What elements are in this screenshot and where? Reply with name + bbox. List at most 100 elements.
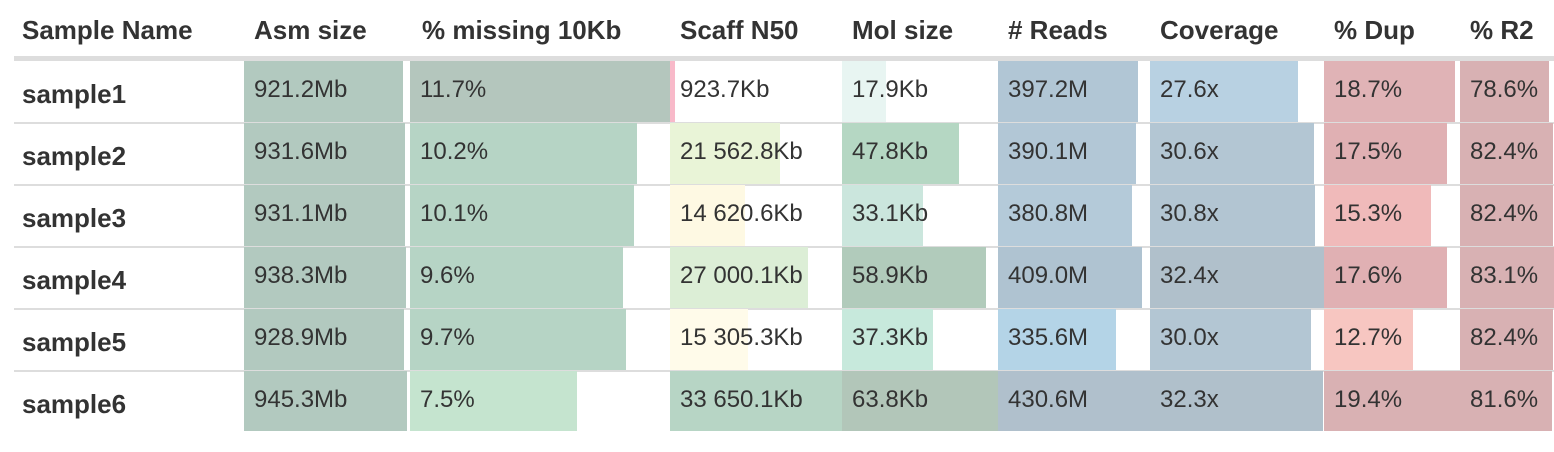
bar-r2: [1460, 123, 1553, 185]
bar-mol: [842, 185, 923, 247]
cell-r2: 83.1%: [1470, 262, 1539, 289]
bar-missing: [410, 61, 670, 123]
bar-missing: [410, 371, 577, 431]
cell-n50: 14 620.6Kb: [680, 200, 803, 227]
bar-r2: [1460, 61, 1549, 123]
cell-asm: 938.3Mb: [254, 262, 348, 289]
cell-dup: 18.7%: [1334, 76, 1403, 103]
header-sample-name[interactable]: Sample Name: [22, 15, 193, 45]
bar-dup: [1324, 371, 1460, 431]
cell-cov: 30.6x: [1160, 138, 1219, 165]
cell-dup: 19.4%: [1334, 386, 1403, 413]
header-r2[interactable]: % R2: [1470, 15, 1534, 45]
cell-n50: 33 650.1Kb: [680, 386, 803, 413]
cell-dup: 17.6%: [1334, 262, 1403, 289]
bar-r2: [1460, 185, 1553, 247]
bar-reads: [998, 185, 1132, 247]
bar-missing: [410, 247, 623, 309]
bar-asm: [244, 309, 404, 371]
cell-asm: 945.3Mb: [254, 386, 348, 413]
bar-asm: [244, 247, 406, 309]
row-divider: [14, 184, 1554, 186]
cell-reads: 380.8M: [1008, 200, 1089, 227]
cell-cov: 32.3x: [1160, 386, 1219, 413]
row-sample-name: sample1: [22, 79, 127, 109]
cell-missing: 10.1%: [420, 200, 489, 227]
bar-n50: [670, 309, 748, 371]
cell-dup: 12.7%: [1334, 324, 1403, 351]
bar-cov: [1150, 371, 1323, 431]
header-asm[interactable]: Asm size: [254, 15, 367, 45]
bar-missing: [410, 185, 634, 247]
bar-mol: [842, 309, 933, 371]
bar-dup: [1324, 61, 1455, 123]
row-sample-name: sample2: [22, 141, 127, 171]
header-reads[interactable]: # Reads: [1008, 15, 1108, 45]
header-mol[interactable]: Mol size: [852, 15, 954, 45]
bar-mol: [842, 371, 998, 431]
row-divider: [14, 122, 1554, 124]
bar-reads: [998, 309, 1116, 371]
bar-cov: [1150, 185, 1315, 247]
cell-reads: 409.0M: [1008, 262, 1089, 289]
cell-cov: 32.4x: [1160, 262, 1219, 289]
cell-reads: 430.6M: [1008, 386, 1089, 413]
cell-asm: 921.2Mb: [254, 76, 348, 103]
cell-missing: 9.7%: [420, 324, 475, 351]
bar-reads: [998, 123, 1136, 185]
cell-reads: 335.6M: [1008, 324, 1089, 351]
cell-n50: 923.7Kb: [680, 76, 770, 103]
cell-mol: 37.3Kb: [852, 324, 929, 351]
bar-r2: [1460, 371, 1552, 431]
cell-n50: 15 305.3Kb: [680, 324, 803, 351]
bar-dup: [1324, 247, 1447, 309]
cell-r2: 78.6%: [1470, 76, 1539, 103]
cell-mol: 33.1Kb: [852, 200, 929, 227]
cell-cov: 27.6x: [1160, 76, 1219, 103]
cell-mol: 17.9Kb: [852, 76, 929, 103]
bar-r2: [1460, 247, 1554, 309]
bar-n50: [670, 247, 808, 309]
bar-mol: [842, 123, 959, 185]
cell-asm: 931.6Mb: [254, 138, 348, 165]
bar-missing: [410, 123, 637, 185]
bar-cov: [1150, 123, 1314, 185]
bar-n50: [670, 61, 675, 123]
cell-r2: 81.6%: [1470, 386, 1539, 413]
bar-reads: [998, 61, 1138, 123]
cell-mol: 58.9Kb: [852, 262, 929, 289]
bar-n50: [670, 371, 842, 431]
bar-dup: [1324, 123, 1447, 185]
row-sample-name: sample5: [22, 327, 127, 357]
bar-mol: [842, 61, 886, 123]
cell-n50: 21 562.8Kb: [680, 138, 803, 165]
header-divider: [14, 56, 1554, 61]
header-n50[interactable]: Scaff N50: [680, 15, 799, 45]
cell-cov: 30.8x: [1160, 200, 1219, 227]
bar-r2: [1460, 309, 1553, 371]
cell-missing: 11.7%: [420, 76, 487, 103]
row-sample-name: sample3: [22, 203, 127, 233]
cell-dup: 15.3%: [1334, 200, 1403, 227]
bar-reads: [998, 371, 1150, 431]
cell-mol: 63.8Kb: [852, 386, 929, 413]
bar-n50: [670, 123, 780, 185]
bar-cov: [1150, 309, 1311, 371]
cell-missing: 7.5%: [420, 386, 475, 413]
header-missing[interactable]: % missing 10Kb: [422, 15, 622, 45]
cell-n50: 27 000.1Kb: [680, 262, 803, 289]
cell-asm: 928.9Mb: [254, 324, 348, 351]
header-cov[interactable]: Coverage: [1160, 15, 1279, 45]
bar-cov: [1150, 247, 1324, 309]
bar-mol: [842, 247, 986, 309]
cell-dup: 17.5%: [1334, 138, 1403, 165]
row-sample-name: sample4: [22, 265, 127, 295]
cell-reads: 390.1M: [1008, 138, 1089, 165]
bar-missing: [410, 309, 626, 371]
bar-cov: [1150, 61, 1298, 123]
bar-asm: [244, 123, 405, 185]
cell-r2: 82.4%: [1470, 138, 1539, 165]
header-dup[interactable]: % Dup: [1334, 15, 1415, 45]
cell-r2: 82.4%: [1470, 324, 1539, 351]
